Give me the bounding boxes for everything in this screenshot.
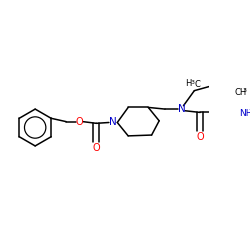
- Text: 3: 3: [191, 80, 195, 85]
- Text: NH: NH: [240, 109, 250, 118]
- Text: O: O: [92, 142, 100, 152]
- Text: H: H: [185, 80, 192, 88]
- Text: CH: CH: [234, 88, 247, 97]
- Text: O: O: [196, 132, 204, 142]
- Polygon shape: [218, 93, 226, 112]
- Text: O: O: [76, 117, 84, 127]
- Text: N: N: [178, 104, 186, 114]
- Text: C: C: [195, 80, 200, 89]
- Text: 2: 2: [249, 109, 250, 114]
- Text: 3: 3: [243, 88, 247, 93]
- Text: N: N: [109, 118, 117, 128]
